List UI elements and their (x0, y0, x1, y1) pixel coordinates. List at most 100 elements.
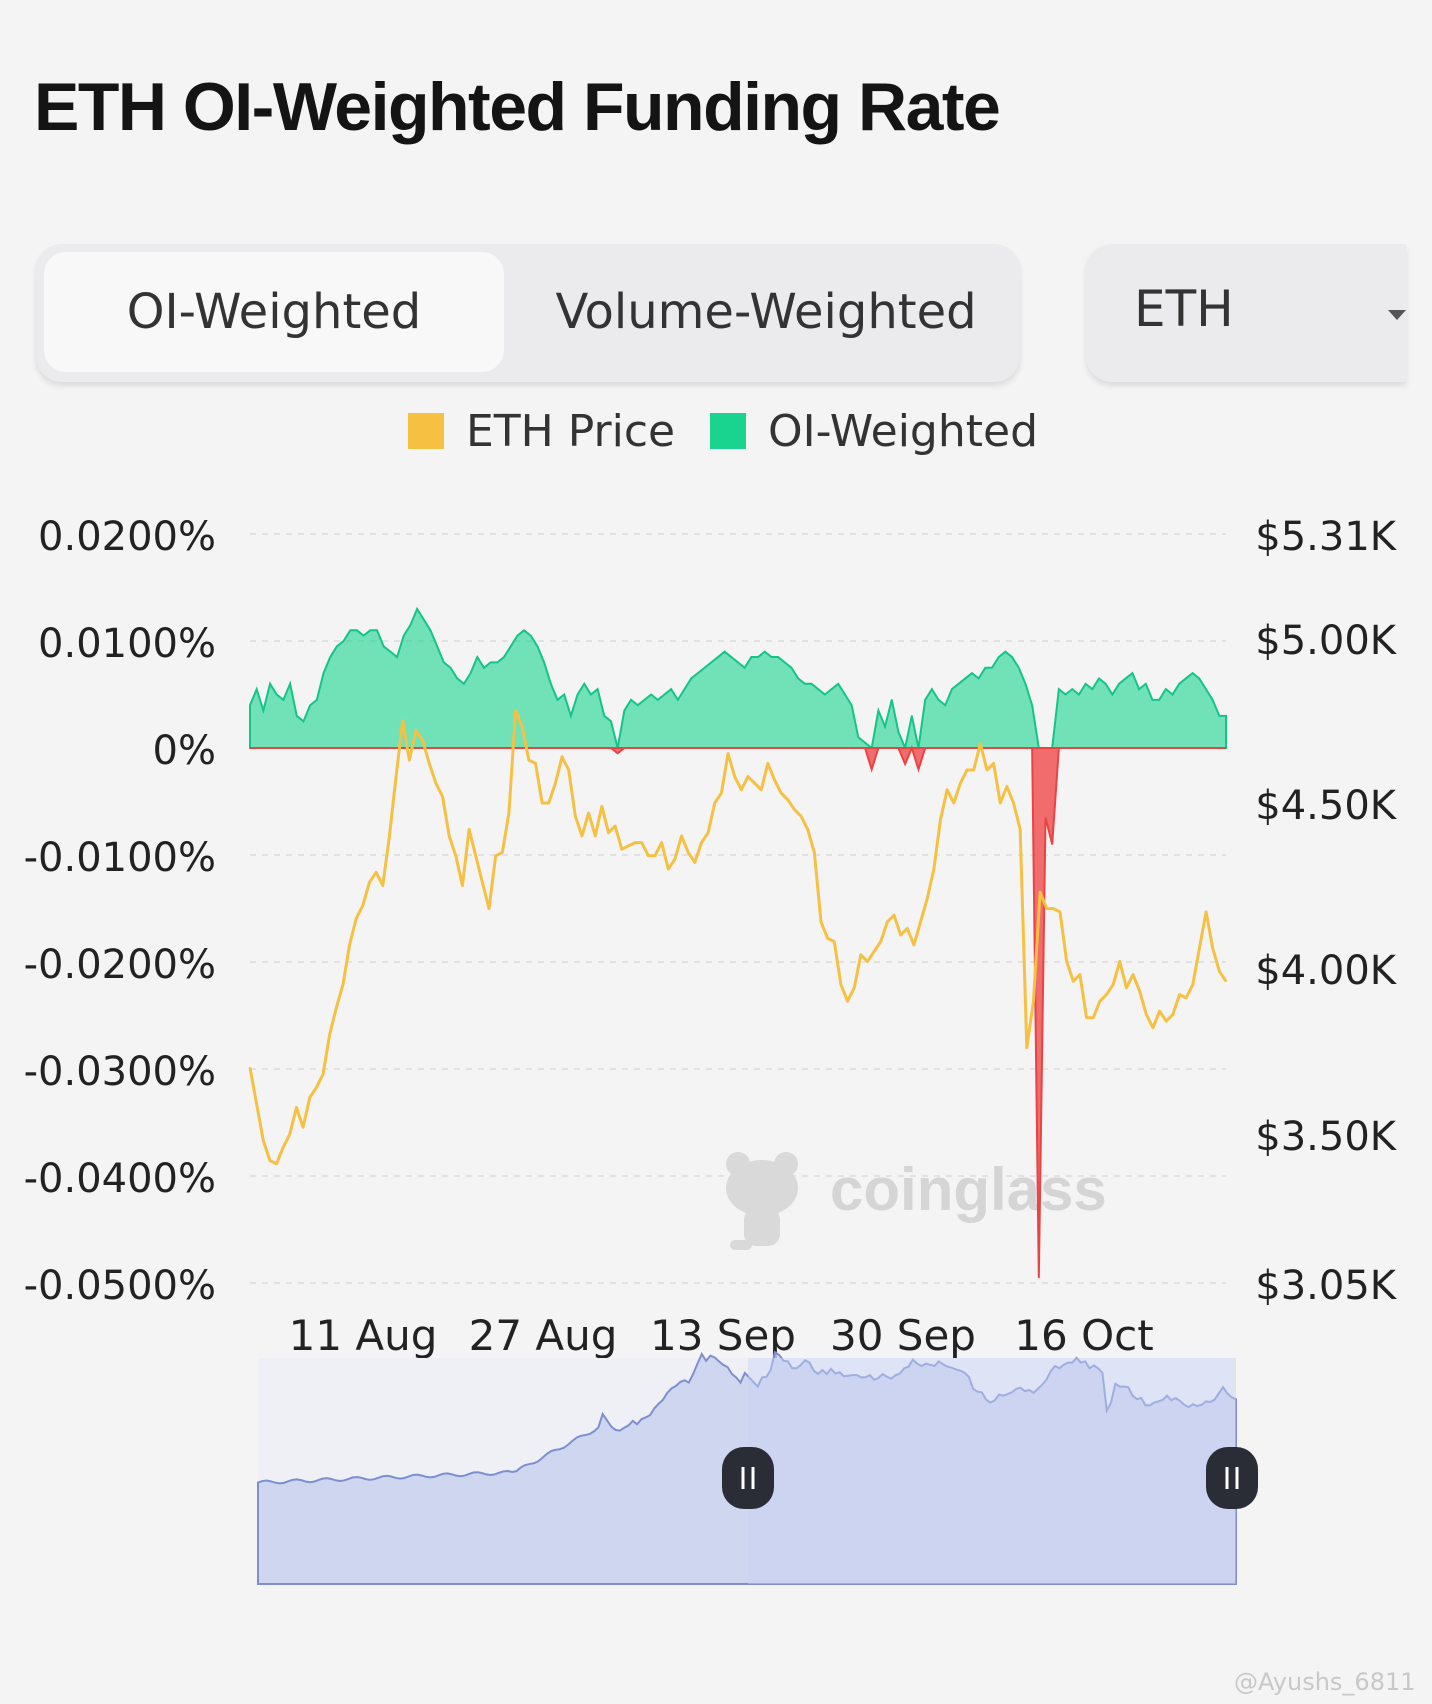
eth-price-point (640, 841, 643, 844)
oi-weighted-point (690, 677, 693, 680)
oi-weighted-point (1225, 715, 1227, 717)
oi-weighted-point (884, 725, 886, 728)
oi-weighted-point (396, 656, 398, 658)
oi-weighted-positive-area (249, 606, 1227, 752)
oi-weighted-point (636, 704, 639, 706)
oi-weighted-point (596, 688, 599, 690)
oi-weighted-point (997, 656, 1000, 658)
oi-weighted-point (623, 709, 626, 712)
oi-weighted-point (890, 699, 893, 701)
tab-oi-weighted[interactable]: OI-Weighted (44, 252, 504, 372)
oi-weighted-point (670, 688, 672, 690)
right-axis-tick-3-05k: $3.05K (1255, 1263, 1398, 1309)
eth-price-point (302, 1126, 304, 1129)
oi-weighted-point (844, 693, 846, 696)
eth-price-point (1112, 983, 1114, 986)
eth-price-point (667, 868, 670, 870)
eth-price-point (866, 960, 869, 963)
oi-weighted-point (523, 629, 525, 632)
eth-price-point (747, 775, 749, 778)
oi-weighted-point (329, 656, 332, 658)
eth-price-point (972, 769, 975, 771)
oi-weighted-point (262, 709, 265, 712)
navigator-handle-left[interactable] (722, 1447, 774, 1509)
oi-weighted-point (1038, 1276, 1040, 1279)
oi-weighted-point (944, 704, 947, 706)
eth-price-point (295, 1106, 298, 1109)
eth-price-point (308, 1096, 311, 1099)
eth-price-point (767, 762, 769, 765)
oi-weighted-point (302, 720, 305, 723)
eth-price-point (966, 769, 968, 771)
oi-weighted-point (656, 699, 659, 701)
eth-price-point (786, 798, 789, 801)
oi-weighted-point (483, 666, 485, 669)
eth-price-point (574, 815, 577, 817)
symbol-select[interactable]: ETH (1086, 244, 1406, 382)
left-axis-tick-0-0400: -0.0400% (24, 1156, 216, 1202)
eth-price-point (1218, 970, 1221, 973)
eth-price-point (455, 855, 457, 857)
navigator-selection[interactable] (748, 1358, 1236, 1584)
eth-price-point (541, 802, 543, 804)
eth-price-point (388, 835, 391, 837)
oi-weighted-point (389, 650, 392, 653)
oi-weighted-point (449, 666, 452, 669)
eth-price-point (707, 831, 709, 834)
x-axis-tick-16-oct: 16 Oct (1014, 1311, 1153, 1360)
eth-price-point (282, 1146, 284, 1149)
eth-price-point (1125, 987, 1128, 989)
tab-volume-weighted[interactable]: Volume-Weighted (555, 284, 977, 340)
oi-weighted-point (282, 699, 285, 701)
legend-swatch-oi-weighted (710, 413, 746, 449)
oi-weighted-point (416, 608, 418, 610)
x-axis-tick-11-aug: 11 Aug (289, 1311, 438, 1360)
eth-price-point (654, 855, 656, 857)
eth-price-point (680, 835, 683, 837)
eth-price-point (687, 851, 690, 854)
oi-weighted-point (790, 666, 793, 669)
eth-price-point (939, 818, 942, 821)
eth-price-point (634, 841, 636, 844)
eth-price-point (846, 1000, 849, 1002)
legend-item-eth-price[interactable]: ETH Price (408, 404, 675, 458)
eth-price-point (753, 782, 756, 784)
oi-weighted-point (616, 752, 619, 755)
eth-price-point (441, 795, 444, 798)
oi-weighted-point (763, 650, 766, 653)
eth-price-point (1032, 1000, 1035, 1002)
eth-price-point (760, 789, 763, 791)
eth-price-point (820, 921, 822, 923)
oi-weighted-point (1205, 688, 1207, 690)
eth-price-point (508, 812, 510, 814)
eth-price-point (700, 841, 703, 844)
symbol-select-value: ETH (1134, 280, 1234, 338)
left-axis-tick-0-0500: -0.0500% (24, 1263, 216, 1309)
eth-price-point (567, 769, 570, 771)
legend-item-oi-weighted[interactable]: OI-Weighted (710, 404, 1038, 458)
oi-weighted-point (543, 661, 545, 664)
oi-weighted-point (336, 645, 338, 648)
oi-weighted-point (489, 661, 492, 664)
eth-price-point (674, 858, 676, 860)
oi-weighted-point (663, 693, 666, 696)
navigator-handle-right[interactable] (1206, 1447, 1258, 1509)
oi-weighted-point (830, 688, 833, 690)
oi-weighted-point (402, 634, 405, 637)
oi-weighted-point (295, 715, 298, 717)
eth-price-point (587, 812, 590, 814)
oi-weighted-point (356, 629, 358, 632)
eth-price-point (1059, 911, 1061, 913)
eth-price-point (879, 940, 882, 943)
eth-price-point (381, 884, 384, 887)
oi-weighted-point (1024, 683, 1027, 685)
oi-weighted-point (309, 704, 311, 706)
oi-weighted-point (342, 640, 345, 642)
x-axis-tick-13-sep: 13 Sep (650, 1311, 796, 1360)
oi-weighted-point (322, 672, 325, 674)
oi-weighted-point (1111, 693, 1114, 696)
eth-price-point (959, 782, 962, 784)
oi-weighted-negative-area (250, 745, 1226, 1278)
oi-weighted-point (937, 699, 940, 701)
oi-weighted-point (376, 629, 378, 632)
